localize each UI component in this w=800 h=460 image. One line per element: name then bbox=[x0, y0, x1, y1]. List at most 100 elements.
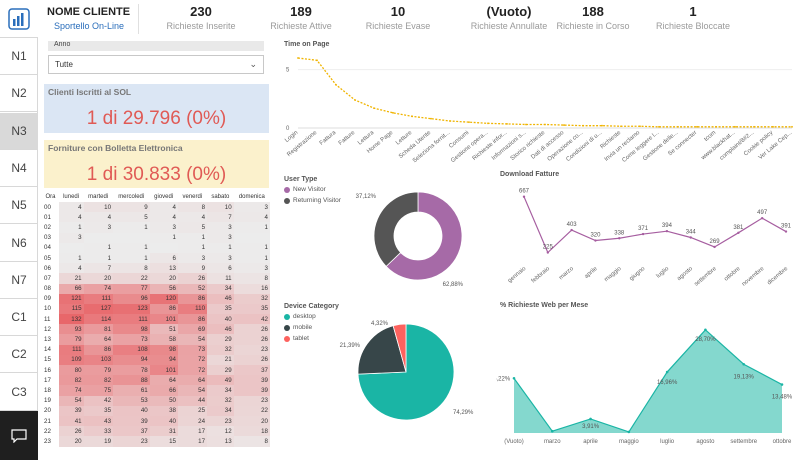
e-bill-supplies-title: Forniture con Bolletta Elettronica bbox=[48, 143, 183, 153]
nav-item-n5[interactable]: N5 bbox=[0, 187, 38, 225]
web-requests-point[interactable] bbox=[742, 362, 746, 366]
nav-item-n1[interactable]: N1 bbox=[0, 38, 38, 75]
heatmap-cell: 37 bbox=[233, 365, 270, 376]
legend-item[interactable]: Returning Visitor bbox=[284, 197, 341, 204]
heatmap-cell: 34 bbox=[207, 405, 234, 416]
x-tick-label: (Vuoto) bbox=[504, 439, 523, 445]
slice-value-label: 4,32% bbox=[371, 321, 389, 327]
web-requests-point[interactable] bbox=[627, 430, 631, 434]
heatmap-cell: 37 bbox=[113, 426, 150, 437]
heatmap-cell: 94 bbox=[149, 354, 178, 365]
heatmap-cell: 4 bbox=[233, 212, 270, 223]
chevron-down-icon: ⌄ bbox=[249, 59, 257, 69]
legend-dot-icon bbox=[284, 335, 290, 342]
slice-mobile[interactable] bbox=[357, 325, 407, 375]
x-tick-label: agosto bbox=[676, 266, 694, 283]
year-filter-label: Anno bbox=[48, 41, 264, 51]
x-tick-label: complaint/8#2... bbox=[719, 130, 756, 162]
time-on-page-point bbox=[430, 117, 432, 120]
heatmap-cell: 108 bbox=[113, 344, 150, 355]
heatmap-cell: 1 bbox=[83, 242, 114, 253]
download-bills-point[interactable] bbox=[713, 245, 716, 249]
client-subtitle[interactable]: Sportello On-Line bbox=[54, 21, 125, 31]
legend-label: New Visitor bbox=[293, 186, 326, 193]
heatmap-cell: 86 bbox=[83, 344, 114, 355]
heatmap-cell: 110 bbox=[177, 303, 208, 315]
heatmap-hour: 03 bbox=[42, 232, 59, 243]
heatmap-cell: 54 bbox=[177, 385, 208, 396]
heatmap-cell: 4 bbox=[58, 212, 84, 223]
web-requests-point[interactable] bbox=[512, 377, 516, 380]
heatmap-row: 02 1 3 1 3 5 3 1 bbox=[42, 222, 270, 233]
slice-returning-visitor[interactable] bbox=[373, 191, 419, 267]
nav-item-c3[interactable]: C3 bbox=[0, 374, 38, 411]
heatmap-cell: 1 bbox=[113, 222, 150, 233]
heatmap-cell: 101 bbox=[149, 365, 178, 376]
web-requests-point[interactable] bbox=[704, 328, 707, 332]
heatmap-cell: 8 bbox=[177, 202, 208, 213]
nav-item-n3[interactable]: N3 bbox=[0, 112, 38, 150]
heatmap-cell: 103 bbox=[83, 354, 114, 365]
x-tick-label: tcom bbox=[703, 130, 717, 143]
year-filter-value: Tutte bbox=[55, 60, 73, 69]
heatmap-cell: 54 bbox=[177, 334, 208, 345]
comment-button[interactable] bbox=[0, 411, 38, 460]
download-bills-chart: 667 gennaio 225 febbraio 403 marzo 320 aprile 33… bbox=[507, 189, 792, 288]
time-on-page-point bbox=[753, 125, 755, 128]
heatmap-hour: 19 bbox=[42, 395, 59, 406]
heatmap-cell: 44 bbox=[177, 395, 208, 406]
legend-item[interactable]: tablet bbox=[284, 335, 309, 342]
slice-new-visitor[interactable] bbox=[385, 191, 463, 281]
download-bills-point[interactable] bbox=[570, 228, 573, 232]
kpi-card: 230 Richieste Inserite bbox=[146, 4, 256, 31]
heatmap-cell: 26 bbox=[58, 426, 84, 437]
slice-value-label: 37,12% bbox=[356, 194, 377, 200]
legend-item[interactable]: desktop bbox=[284, 313, 316, 320]
download-bills-point[interactable] bbox=[522, 195, 526, 198]
web-requests-point[interactable] bbox=[589, 417, 592, 421]
heatmap-row: 17 82 82 88 64 64 49 39 bbox=[42, 375, 270, 386]
web-requests-point[interactable] bbox=[550, 429, 554, 433]
app-logo[interactable] bbox=[0, 0, 38, 38]
kpi-card: 189 Richieste Attive bbox=[246, 4, 356, 31]
time-on-page-point bbox=[582, 124, 584, 127]
web-requests-point[interactable] bbox=[665, 370, 669, 374]
data-value-label: 3,91% bbox=[582, 424, 600, 430]
download-bills-point[interactable] bbox=[737, 231, 740, 235]
kpi-value: 189 bbox=[290, 4, 312, 19]
heatmap-hour: 00 bbox=[42, 202, 59, 213]
download-bills-point[interactable] bbox=[546, 251, 550, 254]
heatmap-cell: 81 bbox=[83, 324, 114, 335]
year-filter-select[interactable]: Tutte ⌄ bbox=[48, 55, 264, 74]
download-bills-point[interactable] bbox=[760, 216, 764, 220]
heatmap-row: 10 115 127 123 86 110 35 35 bbox=[42, 303, 270, 315]
nav-item-n7[interactable]: N7 bbox=[0, 262, 38, 299]
heatmap-cell: 58 bbox=[149, 334, 178, 345]
nav-item-n6[interactable]: N6 bbox=[0, 225, 38, 262]
heatmap-cell: 32 bbox=[233, 293, 270, 304]
heatmap-hour: 23 bbox=[42, 436, 59, 447]
heatmap-cell: 120 bbox=[149, 293, 178, 304]
heatmap-cell: 35 bbox=[233, 303, 270, 315]
nav-item-c2[interactable]: C2 bbox=[0, 336, 38, 374]
slice-value-label: 21,39% bbox=[340, 343, 361, 349]
web-requests-point[interactable] bbox=[780, 383, 784, 386]
download-bills-point[interactable] bbox=[618, 237, 621, 240]
nav-item-n2[interactable]: N2 bbox=[0, 75, 38, 113]
heatmap-row: 15 109 103 94 94 72 21 26 bbox=[42, 354, 270, 365]
heatmap-cell: 23 bbox=[113, 436, 150, 447]
nav-item-c1[interactable]: C1 bbox=[0, 299, 38, 337]
heatmap-hour: 21 bbox=[42, 415, 59, 427]
heatmap-cell: 72 bbox=[177, 365, 208, 376]
slice-tablet[interactable] bbox=[392, 323, 407, 373]
download-bills-point[interactable] bbox=[641, 232, 645, 236]
legend-item[interactable]: mobile bbox=[284, 324, 312, 331]
legend-item[interactable]: New Visitor bbox=[284, 186, 326, 193]
download-bills-point[interactable] bbox=[665, 229, 669, 233]
download-bills-point[interactable] bbox=[689, 236, 692, 239]
kpi-card: 188 Richieste in Corso bbox=[538, 4, 648, 31]
heatmap-hour: 12 bbox=[42, 324, 59, 335]
download-bills-point[interactable] bbox=[594, 239, 597, 242]
nav-item-n4[interactable]: N4 bbox=[0, 150, 38, 187]
download-bills-point[interactable] bbox=[784, 230, 788, 233]
